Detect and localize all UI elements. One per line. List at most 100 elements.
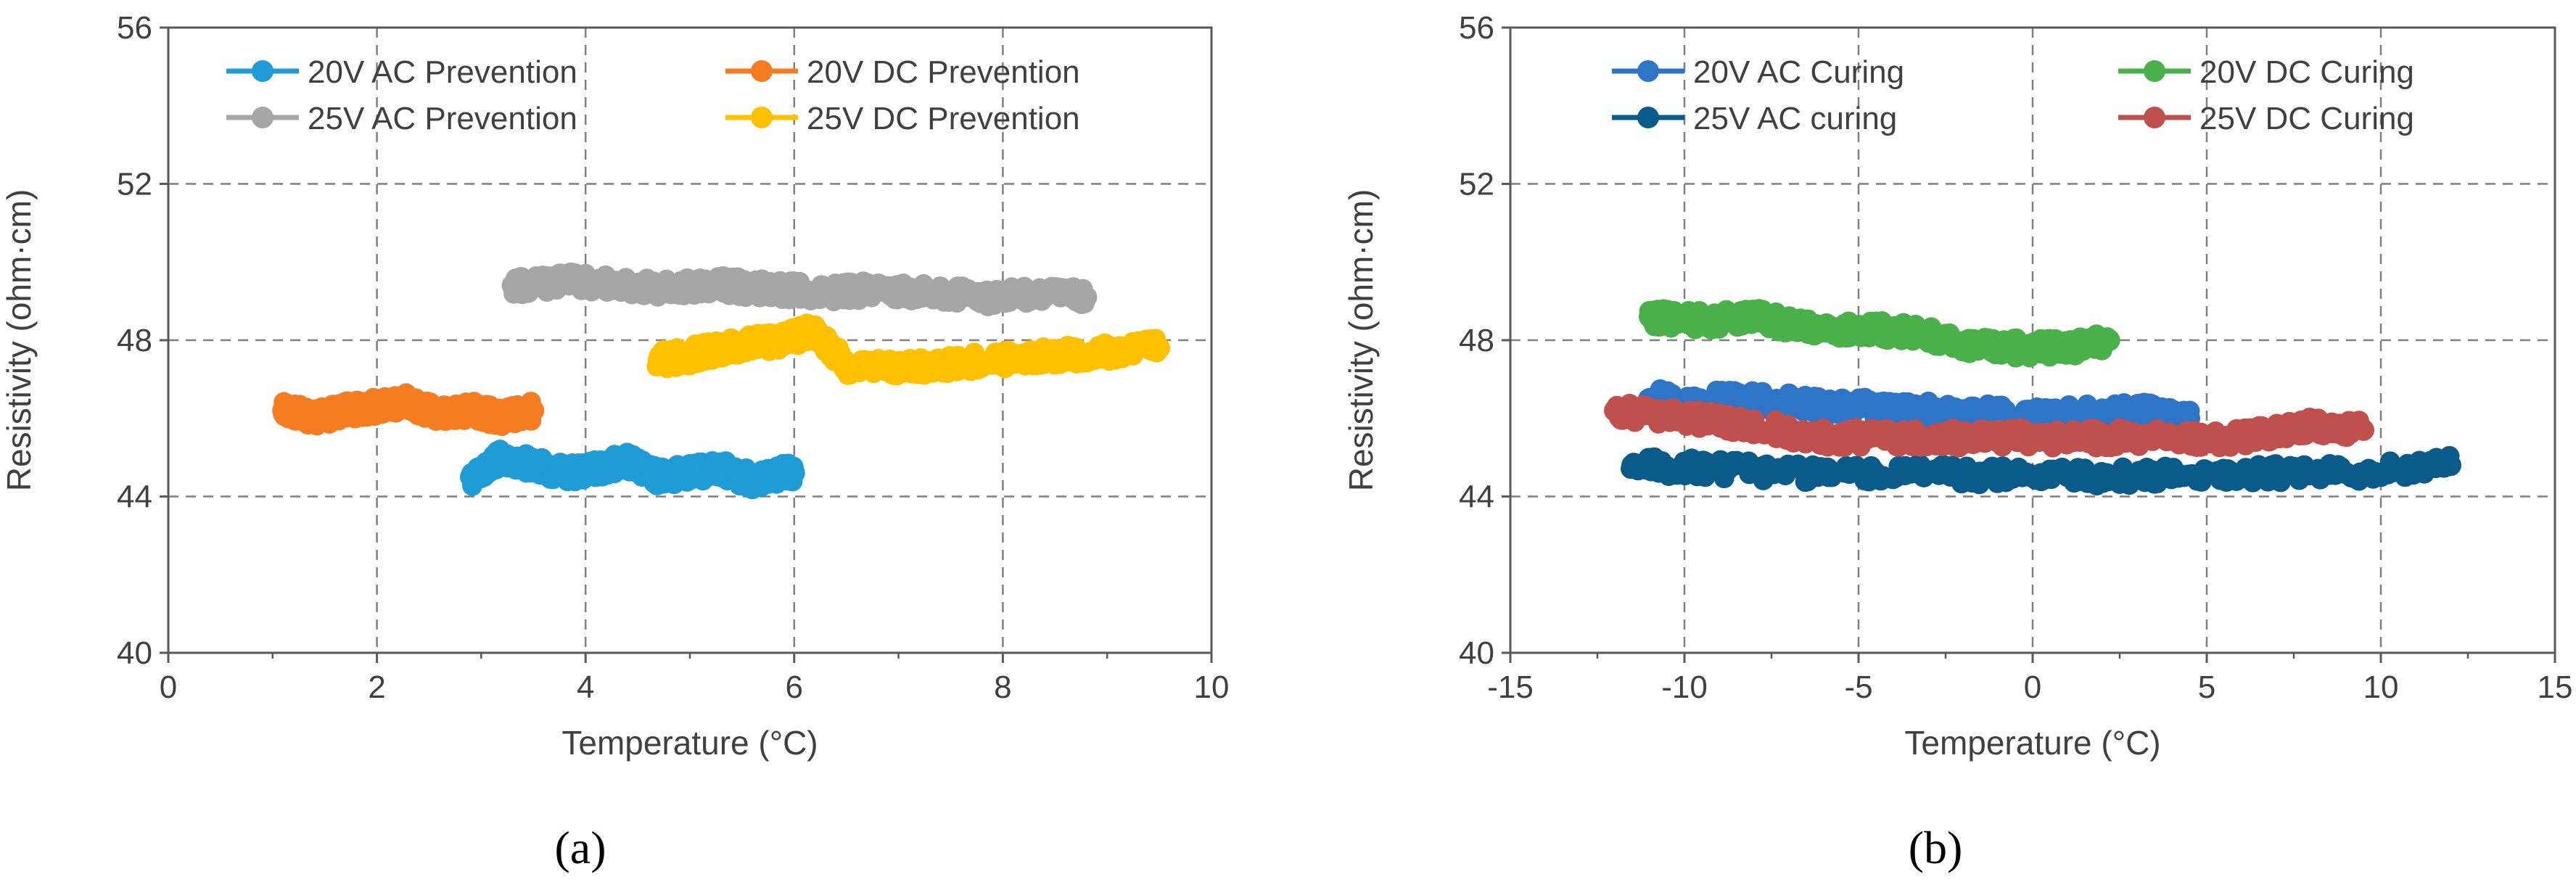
data-point (710, 458, 733, 480)
data-point (814, 282, 836, 305)
data-point (334, 399, 357, 421)
data-point (1148, 337, 1171, 359)
data-point (616, 450, 638, 473)
legend-marker (2144, 107, 2165, 128)
panel-label: (a) (554, 822, 606, 873)
legend-label: 25V DC Prevention (807, 101, 1080, 136)
data-point (2126, 466, 2148, 488)
data-point (1639, 305, 1661, 328)
series-4 (646, 313, 1171, 386)
y-tick-label: 48 (1459, 323, 1494, 358)
y-axis-title: Resistivity (ohm·cm) (0, 189, 38, 492)
data-point (647, 348, 670, 371)
data-point (1691, 310, 1713, 332)
data-point (2091, 427, 2113, 449)
legend-label: 25V AC curing (1693, 101, 1897, 136)
series-1 (460, 440, 805, 500)
data-point (679, 462, 701, 485)
data-point (679, 345, 701, 367)
x-tick-label: -10 (1661, 669, 1708, 705)
data-point (762, 278, 785, 300)
data-point (2161, 427, 2183, 449)
x-tick-label: 0 (160, 669, 177, 705)
data-point (658, 278, 680, 300)
data-point (366, 395, 388, 418)
series-4 (1604, 393, 2374, 458)
x-axis-title: Temperature (°C) (1904, 724, 2160, 762)
data-point (1952, 427, 1974, 449)
data-point (2300, 415, 2322, 437)
data-point (1917, 462, 1939, 485)
y-tick-label: 56 (1459, 10, 1494, 46)
data-point (1848, 317, 1869, 339)
data-point (1674, 407, 1695, 429)
data-point (2022, 466, 2044, 488)
data-point (1813, 462, 1835, 485)
data-point (460, 466, 482, 488)
data-point (554, 462, 576, 485)
data-point (971, 286, 993, 308)
y-tick-label: 48 (117, 323, 152, 358)
data-point (741, 469, 764, 492)
data-point (501, 274, 524, 297)
data-point (2057, 403, 2078, 426)
data-point (1044, 345, 1066, 367)
data-point (1813, 427, 1835, 449)
data-point (2440, 454, 2461, 477)
data-point (1778, 392, 1800, 414)
x-tick-label: 5 (2198, 669, 2215, 705)
data-point (1023, 282, 1045, 305)
legend-marker (252, 107, 273, 128)
legend-label: 20V AC Prevention (308, 54, 577, 90)
data-point (2004, 337, 2026, 359)
x-tick-label: -5 (1844, 669, 1872, 705)
legend-label: 25V DC Curing (2200, 101, 2414, 136)
data-point (522, 399, 545, 421)
x-tick-label: 0 (2024, 669, 2041, 705)
data-point (773, 329, 795, 351)
x-tick-label: 15 (2538, 669, 2573, 705)
data-point (460, 399, 482, 421)
data-point (1795, 317, 1817, 339)
legend-label: 20V DC Curing (2200, 54, 2414, 90)
x-tick-label: 10 (2363, 669, 2399, 705)
x-tick-label: 2 (368, 669, 385, 705)
data-point (2098, 329, 2120, 351)
data-point (1882, 427, 1904, 449)
data-point (992, 348, 1014, 371)
data-point (1075, 286, 1098, 308)
data-point (887, 356, 910, 379)
data-point (783, 462, 805, 485)
data-point (2335, 462, 2357, 485)
y-axis-title: Resistivity (ohm·cm) (1342, 189, 1380, 492)
data-point (939, 353, 962, 375)
data-point (554, 271, 576, 293)
data-point (647, 466, 670, 488)
legend-marker (751, 107, 773, 128)
data-point (2353, 419, 2374, 441)
data-point (1604, 399, 1626, 421)
data-point (1917, 399, 1939, 421)
data-point (741, 333, 764, 355)
data-point (918, 282, 941, 305)
data-point (710, 337, 733, 359)
data-point (491, 407, 514, 429)
y-tick-label: 56 (117, 10, 152, 46)
x-tick-label: 4 (577, 669, 594, 705)
data-point (2126, 399, 2148, 421)
legend-marker (2144, 60, 2165, 82)
data-point (1900, 321, 1922, 344)
legend-marker (252, 60, 273, 82)
data-point (2022, 427, 2044, 449)
data-point (585, 458, 607, 480)
y-tick-label: 40 (117, 635, 152, 671)
chart-panel-1: 0 2 4 6 8 10 40 44 48 52 56 Temperature (°C) Resisti… (0, 10, 1229, 873)
data-point (2057, 337, 2078, 359)
data-point (1987, 403, 2009, 426)
series-2 (272, 383, 545, 437)
y-tick-label: 40 (1459, 635, 1494, 671)
data-point (804, 317, 826, 339)
data-point (428, 403, 450, 426)
